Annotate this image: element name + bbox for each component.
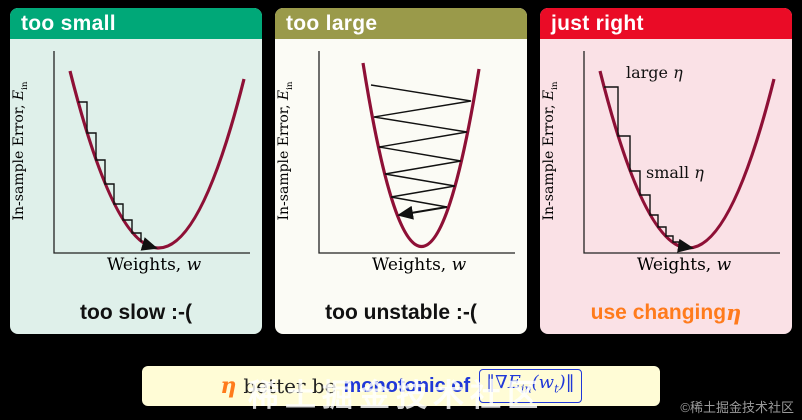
- panel-just-right: just right large η small η I: [540, 8, 792, 334]
- axes: [583, 51, 780, 254]
- gradient-steps-adaptive: [604, 86, 680, 245]
- footer-text: better be: [243, 374, 337, 398]
- descent-arrow: [140, 237, 158, 251]
- y-axis-label: In-sample Error, Ein: [11, 81, 30, 221]
- axes: [53, 51, 250, 254]
- plot-just-right-svg: [583, 51, 780, 254]
- gradient-norm-formula: ‖∇Ein(wt)‖: [479, 368, 582, 404]
- panel-too-large-caption: too unstable :-(: [325, 300, 477, 324]
- panel-just-right-header: just right: [540, 8, 792, 39]
- panel-too-small-header: too small: [10, 8, 262, 39]
- footer-note: η better be monotonic of ‖∇Ein(wt)‖: [142, 366, 660, 406]
- footer-emphasis: monotonic of: [343, 374, 471, 397]
- plot-just-right: large η small η In-sample Error, Ein Wei…: [540, 39, 792, 279]
- descent-arrow: [397, 205, 448, 220]
- panel-just-right-title: just right: [551, 11, 644, 35]
- annotation-small-eta: small η: [646, 163, 704, 182]
- x-axis-label: Weights, w: [636, 255, 732, 275]
- axes: [318, 51, 515, 254]
- panel-too-small: too small In-sample Error, Ein Weights, …: [10, 8, 262, 334]
- error-curve: [598, 70, 776, 250]
- plot-too-small: In-sample Error, Ein Weights, w: [10, 39, 262, 279]
- panel-too-small-title: too small: [21, 11, 116, 35]
- plot-too-small-svg: [53, 51, 250, 254]
- descent-arrow: [677, 238, 694, 253]
- x-axis-label: Weights, w: [106, 255, 202, 275]
- gradient-steps-small: [78, 101, 142, 242]
- eta-symbol: η: [220, 373, 237, 399]
- panel-too-large-header: too large: [275, 8, 527, 39]
- plot-too-large: In-sample Error, Ein Weights, w: [275, 39, 527, 279]
- panel-just-right-caption: use changing η: [590, 300, 742, 325]
- panel-too-small-caption: too slow :-(: [80, 300, 192, 324]
- panel-too-large: too large In-sample Error, Ein Weights, …: [275, 8, 527, 334]
- y-axis-label: In-sample Error, Ein: [276, 81, 295, 221]
- y-axis-label: In-sample Error, Ein: [541, 81, 560, 221]
- x-axis-label: Weights, w: [371, 255, 467, 275]
- annotation-large-eta: large η: [626, 63, 683, 82]
- panel-too-large-title: too large: [286, 11, 378, 35]
- watermark-credit: ©稀土掘金技术社区: [680, 400, 794, 415]
- error-curve: [361, 62, 481, 248]
- oscillation-zigzag: [370, 84, 472, 208]
- plot-too-large-svg: [318, 51, 515, 254]
